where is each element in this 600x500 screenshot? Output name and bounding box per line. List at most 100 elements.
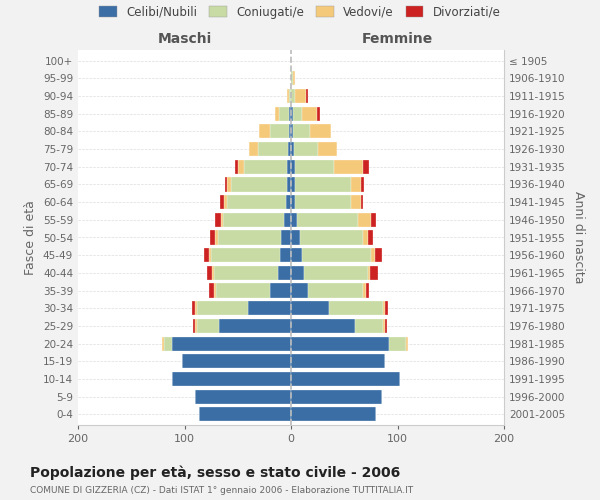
Bar <box>224 195 227 209</box>
Bar <box>270 124 289 138</box>
Bar <box>355 319 383 333</box>
Bar <box>214 266 278 280</box>
Bar <box>291 390 382 404</box>
Bar <box>310 124 331 138</box>
Bar <box>406 336 408 350</box>
Bar <box>259 124 270 138</box>
Bar <box>280 248 291 262</box>
Bar <box>258 142 288 156</box>
Bar <box>302 106 317 121</box>
Text: Maschi: Maschi <box>157 32 212 46</box>
Bar <box>250 142 258 156</box>
Bar <box>288 142 291 156</box>
Bar <box>385 319 387 333</box>
Bar <box>368 230 373 244</box>
Bar <box>172 372 291 386</box>
Bar <box>284 212 291 227</box>
Bar <box>364 284 365 298</box>
Bar <box>370 266 379 280</box>
Bar <box>291 212 298 227</box>
Bar <box>291 284 308 298</box>
Bar <box>214 284 217 298</box>
Bar <box>293 106 302 121</box>
Bar <box>225 178 227 192</box>
Bar <box>295 178 350 192</box>
Bar <box>294 142 317 156</box>
Bar <box>164 336 172 350</box>
Bar <box>197 319 218 333</box>
Bar <box>244 160 287 174</box>
Bar <box>221 212 223 227</box>
Bar <box>291 124 293 138</box>
Bar <box>291 230 299 244</box>
Bar <box>371 248 375 262</box>
Bar <box>375 248 382 262</box>
Bar <box>291 336 389 350</box>
Bar <box>195 319 197 333</box>
Bar <box>172 336 291 350</box>
Bar <box>218 319 291 333</box>
Bar <box>291 248 302 262</box>
Bar <box>364 160 369 174</box>
Bar <box>275 106 279 121</box>
Bar <box>291 354 385 368</box>
Text: COMUNE DI GIZZERIA (CZ) - Dati ISTAT 1° gennaio 2006 - Elaborazione TUTTITALIA.I: COMUNE DI GIZZERIA (CZ) - Dati ISTAT 1° … <box>30 486 413 495</box>
Bar <box>383 301 385 316</box>
Bar <box>295 195 350 209</box>
Bar <box>162 336 164 350</box>
Bar <box>215 212 221 227</box>
Bar <box>291 178 295 192</box>
Bar <box>199 408 291 422</box>
Bar <box>207 266 212 280</box>
Bar <box>223 212 284 227</box>
Bar <box>278 266 291 280</box>
Bar <box>210 230 215 244</box>
Bar <box>211 248 280 262</box>
Bar <box>368 266 370 280</box>
Bar <box>289 124 291 138</box>
Bar <box>383 319 385 333</box>
Bar <box>195 301 197 316</box>
Bar <box>291 266 304 280</box>
Bar <box>203 248 209 262</box>
Bar <box>195 390 291 404</box>
Bar <box>364 230 368 244</box>
Bar <box>298 212 358 227</box>
Bar <box>291 195 295 209</box>
Bar <box>287 178 291 192</box>
Bar <box>227 178 232 192</box>
Bar <box>291 372 400 386</box>
Bar <box>291 160 295 174</box>
Y-axis label: Anni di nascita: Anni di nascita <box>572 191 585 284</box>
Bar <box>358 212 371 227</box>
Bar <box>329 301 383 316</box>
Bar <box>227 195 286 209</box>
Bar <box>295 89 306 103</box>
Bar <box>350 195 361 209</box>
Bar <box>281 230 291 244</box>
Bar <box>302 248 371 262</box>
Bar <box>291 89 295 103</box>
Bar <box>299 230 364 244</box>
Bar <box>286 195 291 209</box>
Bar <box>287 160 291 174</box>
Bar <box>306 89 308 103</box>
Bar <box>350 178 361 192</box>
Bar <box>279 106 289 121</box>
Bar <box>235 160 238 174</box>
Bar <box>295 160 334 174</box>
Text: Popolazione per età, sesso e stato civile - 2006: Popolazione per età, sesso e stato civil… <box>30 466 400 480</box>
Legend: Celibi/Nubili, Coniugati/e, Vedovi/e, Divorziati/e: Celibi/Nubili, Coniugati/e, Vedovi/e, Di… <box>95 1 505 24</box>
Bar <box>293 71 295 86</box>
Bar <box>248 301 291 316</box>
Bar <box>317 106 320 121</box>
Y-axis label: Fasce di età: Fasce di età <box>25 200 37 275</box>
Bar <box>317 142 337 156</box>
Bar <box>385 301 388 316</box>
Bar <box>334 160 364 174</box>
Bar <box>197 301 248 316</box>
Bar <box>218 230 281 244</box>
Bar <box>182 354 291 368</box>
Bar <box>291 71 293 86</box>
Bar <box>289 89 291 103</box>
